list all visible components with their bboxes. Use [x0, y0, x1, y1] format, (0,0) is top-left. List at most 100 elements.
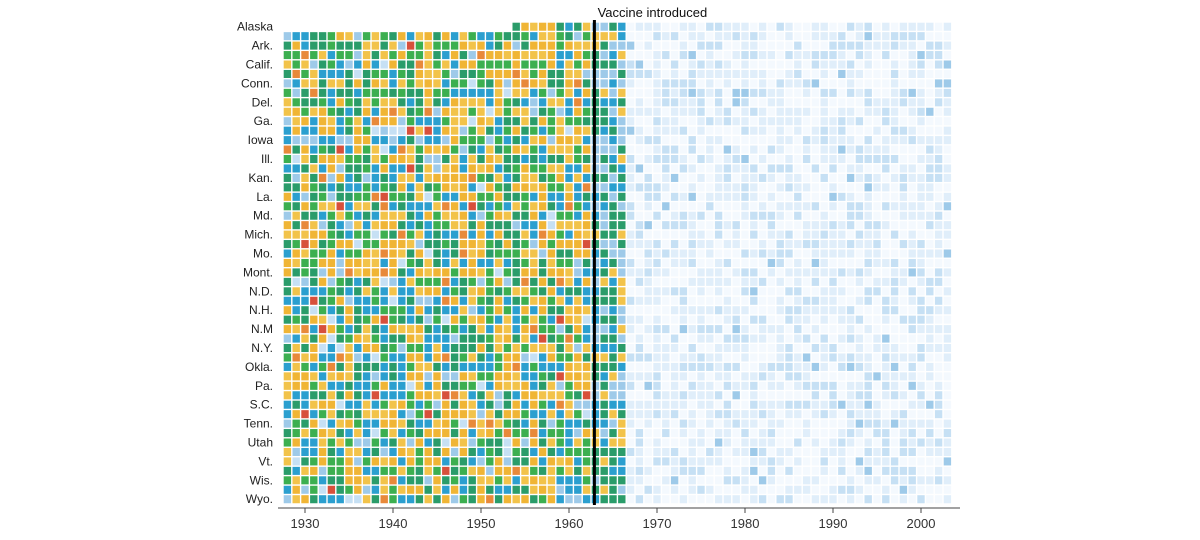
heatmap-cell [917, 79, 925, 88]
heatmap-cell [433, 400, 441, 409]
heatmap-cell [310, 69, 318, 78]
heatmap-cell [662, 457, 670, 466]
heatmap-cell [327, 69, 336, 78]
heatmap-cell [626, 391, 635, 400]
heatmap-cell [679, 69, 688, 78]
heatmap-cell [459, 88, 468, 97]
heatmap-cell [556, 145, 564, 154]
heatmap-cell [917, 183, 925, 192]
heatmap-cell [468, 60, 476, 69]
heatmap-cell [750, 107, 758, 116]
heatmap-cell [741, 202, 749, 211]
heatmap-cell [424, 485, 432, 494]
heatmap-cell [609, 476, 617, 485]
heatmap-cell [811, 381, 820, 390]
heatmap-cell [547, 164, 556, 173]
row-label: Md. [253, 209, 273, 223]
heatmap-cell [644, 447, 652, 456]
heatmap-cell [714, 192, 723, 201]
heatmap-cell [917, 362, 925, 371]
heatmap-cell [697, 60, 705, 69]
heatmap-cell [882, 136, 890, 145]
heatmap-cell [477, 268, 485, 277]
heatmap-cell [926, 51, 934, 60]
heatmap-cell [301, 164, 309, 173]
heatmap-cell [574, 192, 582, 201]
heatmap-cell [301, 145, 309, 154]
heatmap-cell [450, 155, 459, 164]
heatmap-cell [706, 51, 714, 60]
heatmap-cell [802, 438, 811, 447]
vaccine-annotation: Vaccine introduced [592, 5, 707, 505]
heatmap-cell [662, 287, 670, 296]
heatmap-cell [292, 258, 300, 267]
heatmap-cell [283, 277, 292, 286]
heatmap-cell [556, 249, 564, 258]
heatmap-cell [424, 136, 432, 145]
heatmap-cell [362, 221, 371, 230]
heatmap-cell [917, 429, 925, 438]
heatmap-cell [600, 22, 608, 31]
heatmap-cell [547, 419, 556, 428]
heatmap-cell [538, 164, 547, 173]
heatmap-cell [486, 155, 494, 164]
heatmap-cell [926, 183, 934, 192]
heatmap-cell [908, 362, 916, 371]
heatmap-cell [503, 155, 512, 164]
heatmap-cell [574, 362, 582, 371]
heatmap-cell [838, 51, 846, 60]
heatmap-cell [380, 211, 388, 220]
heatmap-cell [688, 381, 696, 390]
heatmap-cell [301, 107, 309, 116]
heatmap-cell [785, 353, 793, 362]
heatmap-cell [345, 249, 353, 258]
heatmap-cell [873, 41, 881, 50]
heatmap-cell [406, 457, 415, 466]
heatmap-cell [486, 69, 494, 78]
heatmap-cell [582, 41, 591, 50]
heatmap-cell [336, 268, 344, 277]
heatmap-cell [820, 362, 828, 371]
heatmap-cell [521, 296, 529, 305]
heatmap-cell [820, 391, 828, 400]
heatmap-cell [398, 51, 406, 60]
heatmap-cell [873, 334, 881, 343]
heatmap-cell [926, 400, 934, 409]
heatmap-cell [494, 419, 503, 428]
heatmap-cell [486, 447, 494, 456]
heatmap-cell [820, 60, 828, 69]
heatmap-cell [354, 296, 362, 305]
heatmap-cell [521, 391, 529, 400]
heatmap-cell [283, 32, 292, 41]
heatmap-cell [635, 79, 644, 88]
heatmap-cell [926, 164, 934, 173]
heatmap-cell [794, 410, 802, 419]
heatmap-cell [521, 400, 529, 409]
heatmap-cell [318, 372, 327, 381]
heatmap-cell [926, 155, 934, 164]
heatmap-cell [345, 32, 353, 41]
heatmap-cell [926, 60, 934, 69]
heatmap-cell [433, 79, 441, 88]
heatmap-cell [882, 41, 890, 50]
heatmap-cell [662, 466, 670, 475]
heatmap-cell [785, 400, 793, 409]
heatmap-cell [609, 485, 617, 494]
heatmap-cell [838, 344, 846, 353]
heatmap-cell [380, 126, 388, 135]
heatmap-cell [838, 136, 846, 145]
heatmap-cell [310, 277, 318, 286]
heatmap-cell [618, 306, 626, 315]
heatmap-cell [318, 391, 327, 400]
heatmap-cell [433, 495, 441, 504]
heatmap-cell [820, 400, 828, 409]
heatmap-cell [380, 258, 388, 267]
heatmap-cell [899, 353, 908, 362]
heatmap-cell [310, 192, 318, 201]
heatmap-cell [503, 164, 512, 173]
heatmap-cell [934, 32, 943, 41]
heatmap-cell [811, 447, 820, 456]
heatmap-cell [776, 476, 784, 485]
heatmap-cell [882, 485, 890, 494]
heatmap-cell [829, 117, 837, 126]
